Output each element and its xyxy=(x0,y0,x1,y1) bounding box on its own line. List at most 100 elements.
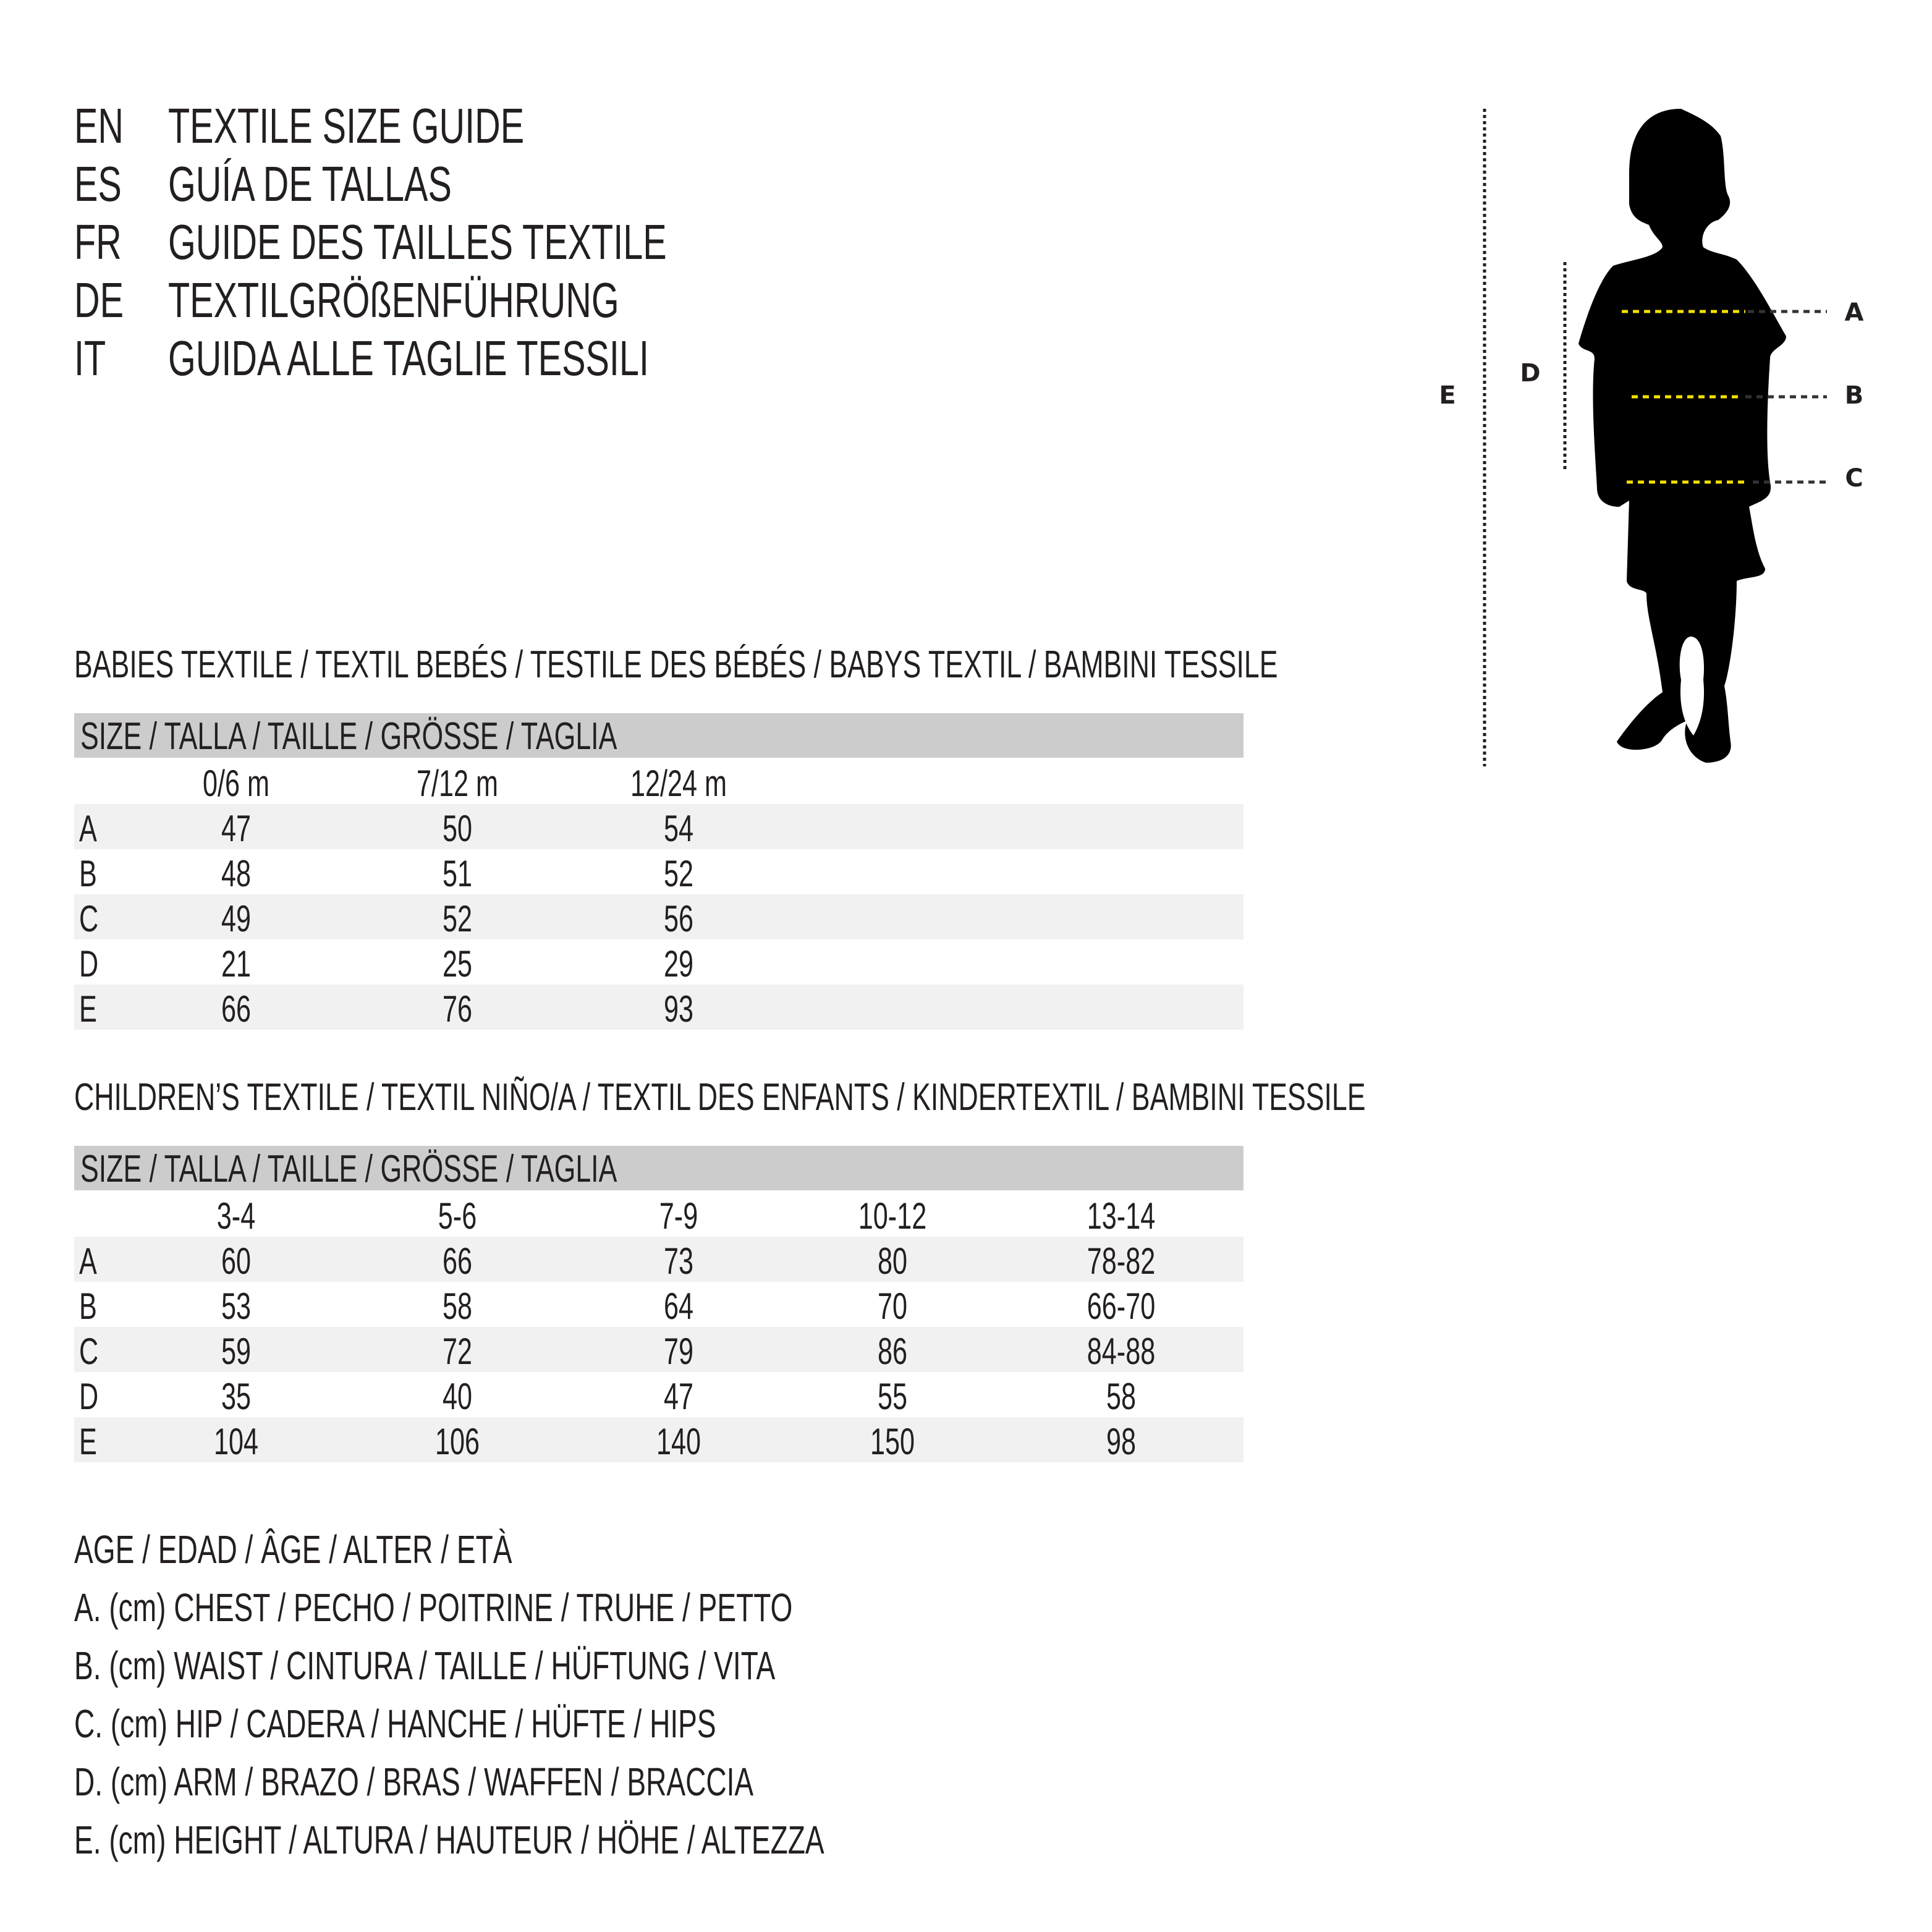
table-cell: 47 xyxy=(663,1376,694,1417)
column-header: 3-4 xyxy=(216,1195,256,1237)
title-text: GUIDE DES TAILLES TEXTILE xyxy=(168,214,667,269)
table-row: A 47 50 54 xyxy=(74,804,1244,849)
size-header-bar: SIZE / TALLA / TAILLE / GRÖSSE / TAGLIA xyxy=(74,713,1244,758)
row-label: E xyxy=(79,988,97,1030)
language-code: DE xyxy=(74,273,124,328)
column-header: 7-9 xyxy=(659,1195,698,1237)
table-cell: 51 xyxy=(442,853,473,894)
table-cell: 150 xyxy=(870,1421,915,1462)
legend-chest: A. (cm) CHEST / PECHO / POITRINE / TRUHE… xyxy=(74,1585,1072,1630)
table-cell: 29 xyxy=(663,943,694,985)
legend-age: AGE / EDAD / ÂGE / ALTER / ETÀ xyxy=(74,1527,682,1572)
table-cell: 66-70 xyxy=(1087,1286,1156,1327)
table-cell: 59 xyxy=(221,1331,252,1372)
table-cell: 58 xyxy=(1106,1376,1137,1417)
column-header: 0/6 m xyxy=(202,763,270,804)
table-cell: 56 xyxy=(663,898,694,939)
table-cell: 52 xyxy=(442,898,473,939)
row-label: A xyxy=(79,1240,97,1282)
table-cell: 55 xyxy=(877,1376,908,1417)
legend-height: E. (cm) HEIGHT / ALTURA / HAUTEUR / HÖHE… xyxy=(74,1817,1116,1863)
table-cell: 70 xyxy=(877,1286,908,1327)
legend-text: C. (cm) HIP / CADERA / HANCHE / HÜFTE / … xyxy=(74,1701,716,1746)
child-silhouette-icon xyxy=(1578,109,1786,763)
size-header-label: SIZE / TALLA / TAILLE / GRÖSSE / TAGLIA xyxy=(80,1148,617,1190)
table-cell: 84-88 xyxy=(1087,1331,1156,1372)
row-label: A xyxy=(79,808,97,849)
title-line-es: ES GUÍA DE TALLAS xyxy=(0,155,742,213)
table-cell: 21 xyxy=(221,943,252,985)
table-cell: 66 xyxy=(221,988,252,1030)
section-title-text: CHILDREN’S TEXTILE / TEXTIL NIÑO/A / TEX… xyxy=(74,1076,1366,1119)
column-header: 13-14 xyxy=(1087,1195,1156,1237)
table-cell: 40 xyxy=(442,1376,473,1417)
legend-hip: C. (cm) HIP / CADERA / HANCHE / HÜFTE / … xyxy=(74,1701,966,1747)
table-cell: 48 xyxy=(221,853,252,894)
language-code: IT xyxy=(74,331,106,386)
table-cell: 53 xyxy=(221,1286,252,1327)
legend-text: A. (cm) CHEST / PECHO / POITRINE / TRUHE… xyxy=(74,1585,793,1630)
figure-label-c: C xyxy=(1845,464,1863,493)
table-cell: 106 xyxy=(434,1421,480,1462)
table-cell: 98 xyxy=(1106,1421,1137,1462)
language-code: FR xyxy=(74,214,122,269)
table-row: D 35 40 47 55 58 xyxy=(74,1372,1244,1417)
table-cell: 140 xyxy=(656,1421,701,1462)
table-cell: 52 xyxy=(663,853,694,894)
title-line-it: IT GUIDA ALLE TAGLIE TESSILI xyxy=(0,329,742,388)
column-header: 5-6 xyxy=(438,1195,477,1237)
title-text: TEXTILE SIZE GUIDE xyxy=(168,98,525,153)
table-cell: 66 xyxy=(442,1240,473,1282)
table-cell: 25 xyxy=(442,943,473,985)
title-text: TEXTILGRÖßENFÜHRUNG xyxy=(168,273,619,328)
table-cell: 86 xyxy=(877,1331,908,1372)
table-cell: 54 xyxy=(663,808,694,849)
language-code: EN xyxy=(74,98,124,153)
table-row: C 49 52 56 xyxy=(74,894,1244,939)
size-header-label: SIZE / TALLA / TAILLE / GRÖSSE / TAGLIA xyxy=(80,715,617,758)
table-row: E 66 76 93 xyxy=(74,985,1244,1030)
legend-text: AGE / EDAD / ÂGE / ALTER / ETÀ xyxy=(74,1527,512,1572)
figure-label-e: E xyxy=(1439,381,1456,410)
table-cell: 76 xyxy=(442,988,473,1030)
table-cell: 50 xyxy=(442,808,473,849)
legend-text: B. (cm) WAIST / CINTURA / TAILLE / HÜFTU… xyxy=(74,1643,776,1688)
section-title-text: BABIES TEXTILE / TEXTIL BEBÉS / TESTILE … xyxy=(74,643,1278,686)
legend-text: D. (cm) ARM / BRAZO / BRAS / WAFFEN / BR… xyxy=(74,1760,754,1804)
table-cell: 35 xyxy=(221,1376,252,1417)
table-row: B 53 58 64 70 66-70 xyxy=(74,1282,1244,1327)
table-row: E 104 106 140 150 98 xyxy=(74,1417,1244,1462)
legend-text: E. (cm) HEIGHT / ALTURA / HAUTEUR / HÖHE… xyxy=(74,1818,824,1862)
title-line-en: EN TEXTILE SIZE GUIDE xyxy=(0,97,742,155)
title-line-de: DE TEXTILGRÖßENFÜHRUNG xyxy=(0,271,742,329)
title-line-fr: FR GUIDE DES TAILLES TEXTILE xyxy=(0,213,742,271)
table-cell: 47 xyxy=(221,808,252,849)
table-cell: 60 xyxy=(221,1240,252,1282)
row-label: B xyxy=(79,1286,97,1327)
table-row: C 59 72 79 86 84-88 xyxy=(74,1327,1244,1372)
children-section-title: CHILDREN’S TEXTILE / TEXTIL NIÑO/A / TEX… xyxy=(74,1075,1868,1119)
babies-section-title: BABIES TEXTILE / TEXTIL BEBÉS / TESTILE … xyxy=(74,643,1746,687)
legend-arm: D. (cm) ARM / BRAZO / BRAS / WAFFEN / BR… xyxy=(74,1759,1018,1805)
row-label: C xyxy=(79,898,99,939)
table-row: B 48 51 52 xyxy=(74,849,1244,894)
figure-label-a: A xyxy=(1844,299,1864,327)
table-cell: 49 xyxy=(221,898,252,939)
table-row: A 60 66 73 80 78-82 xyxy=(74,1237,1244,1282)
table-cell: 80 xyxy=(877,1240,908,1282)
table-cell: 104 xyxy=(213,1421,259,1462)
row-label: D xyxy=(79,943,99,985)
table-row: D 21 25 29 xyxy=(74,939,1244,985)
legend-waist: B. (cm) WAIST / CINTURA / TAILLE / HÜFTU… xyxy=(74,1643,1048,1688)
figure-label-d: D xyxy=(1520,359,1541,388)
column-header-row: 0/6 m 7/12 m 12/24 m xyxy=(74,759,1244,804)
size-header-bar: SIZE / TALLA / TAILLE / GRÖSSE / TAGLIA xyxy=(74,1146,1244,1190)
table-cell: 79 xyxy=(663,1331,694,1372)
row-label: C xyxy=(79,1331,99,1372)
table-cell: 72 xyxy=(442,1331,473,1372)
column-header: 7/12 m xyxy=(416,763,499,804)
row-label: B xyxy=(79,853,97,894)
language-code: ES xyxy=(74,156,122,211)
row-label: E xyxy=(79,1421,97,1462)
table-cell: 58 xyxy=(442,1286,473,1327)
